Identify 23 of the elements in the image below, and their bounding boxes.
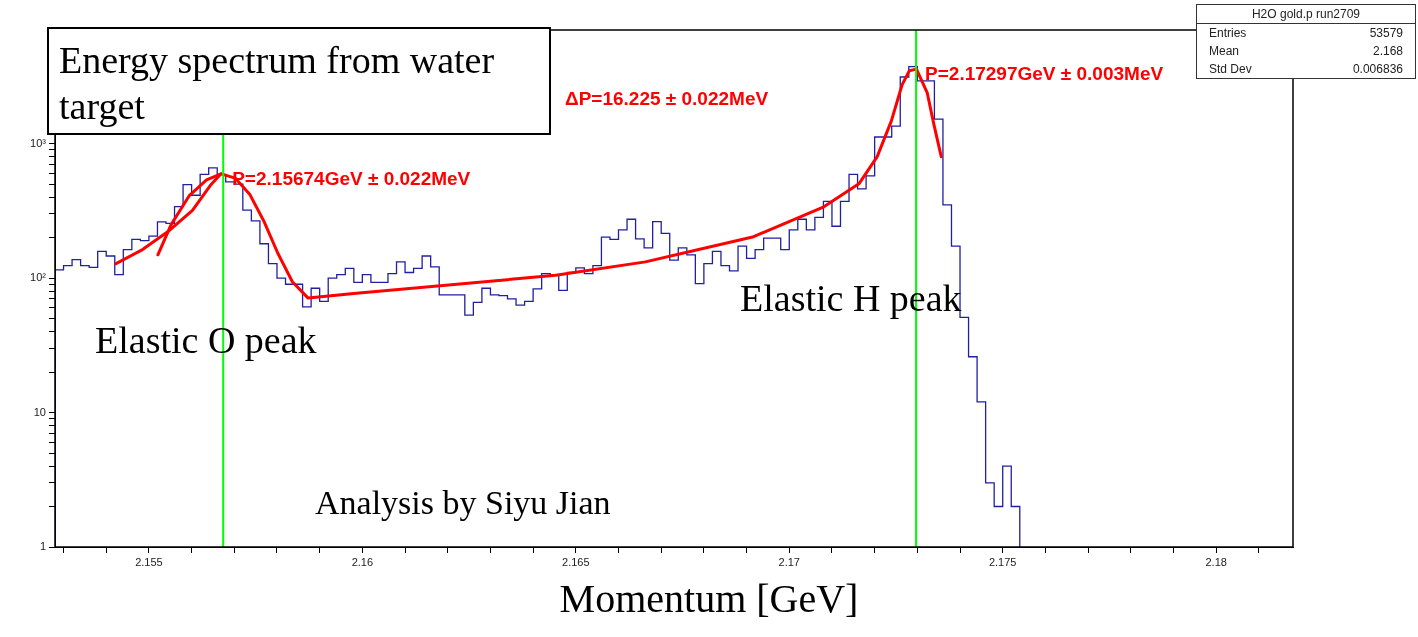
x-axis-title: Momentum [GeV] bbox=[558, 576, 860, 622]
x-tick-label: 2.175 bbox=[988, 555, 1017, 568]
x-tick-label: 2.17 bbox=[778, 555, 800, 568]
annotation: Std Dev bbox=[1209, 62, 1252, 76]
y-tick-label: 10 bbox=[33, 405, 46, 418]
text: H2O gold.p run2709 bbox=[1197, 5, 1415, 24]
text: 53579 bbox=[1369, 26, 1403, 40]
text: 2.168 bbox=[1372, 44, 1403, 58]
y-tick-label: 10³ bbox=[30, 136, 47, 149]
x-tick-label: 2.16 bbox=[351, 555, 374, 568]
x-tick-label: 2.18 bbox=[1205, 555, 1227, 568]
annotation: P=2.15674GeV ± 0.022MeV bbox=[232, 168, 471, 190]
text: Energy spectrum from water target bbox=[47, 27, 551, 135]
annotation: Mean bbox=[1209, 44, 1240, 58]
x-tick-label: 2.155 bbox=[135, 555, 163, 568]
annotation: ΔP=16.225 ± 0.022MeV bbox=[565, 88, 769, 110]
y-tick-label: 10² bbox=[30, 271, 47, 284]
y-tick-label: 1 bbox=[39, 540, 46, 553]
annotation: Analysis by Siyu Jian bbox=[315, 483, 611, 521]
text: 0.006836 bbox=[1352, 62, 1403, 76]
annotation: P=2.17297GeV ± 0.003MeV bbox=[925, 63, 1164, 85]
annotation: Entries bbox=[1209, 26, 1247, 40]
x-tick-label: 2.165 bbox=[562, 555, 590, 568]
